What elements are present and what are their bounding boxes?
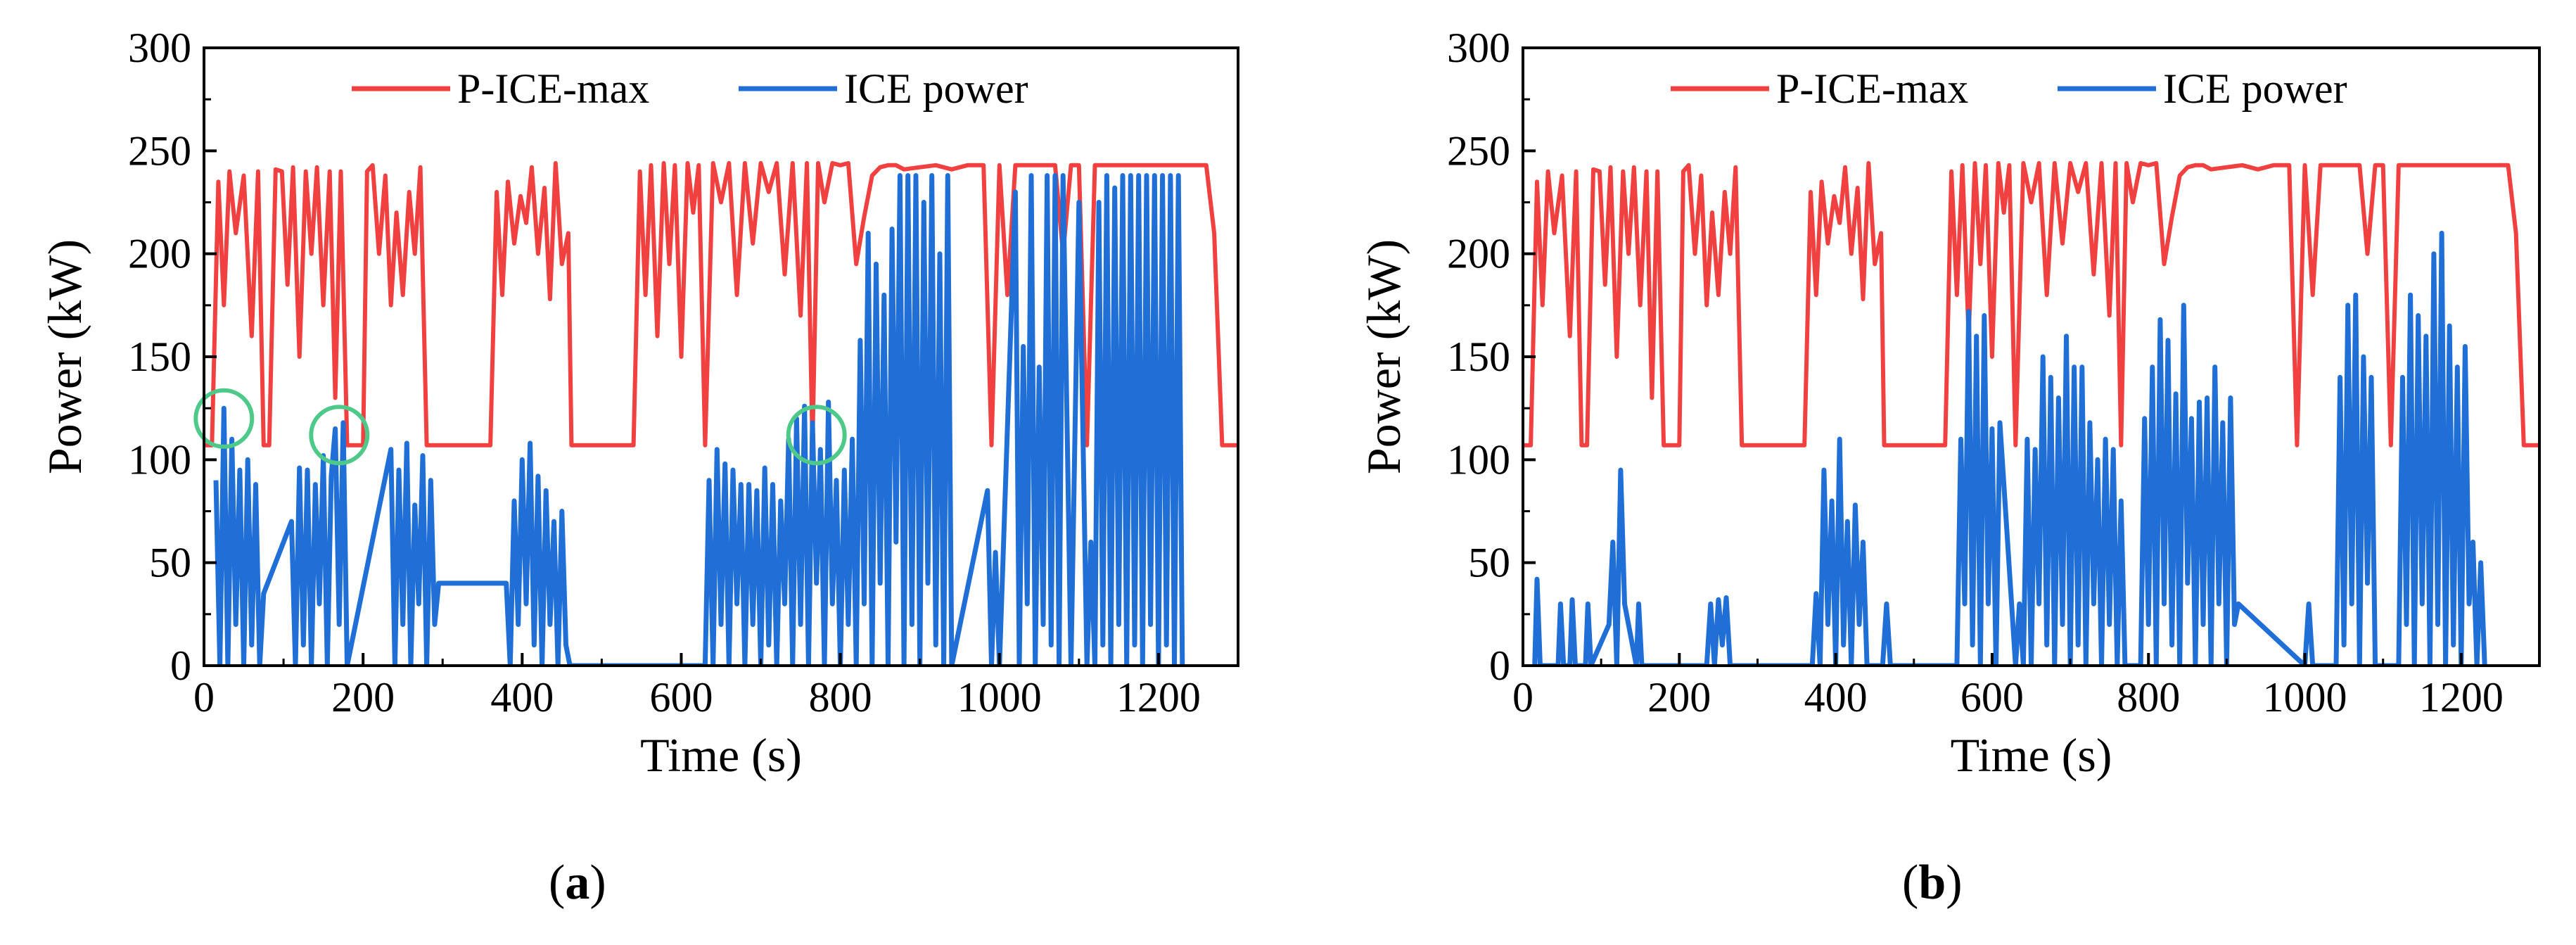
legend-item-ice-power: ICE power xyxy=(739,65,1028,112)
legend-label: P-ICE-max xyxy=(1776,65,1968,112)
series-line-ice-power xyxy=(1532,230,2487,666)
x-tick-label: 600 xyxy=(1960,674,2024,721)
y-tick-label: 200 xyxy=(128,231,191,277)
y-tick-label: 100 xyxy=(1447,436,1510,483)
y-tick-label: 100 xyxy=(128,436,191,483)
legend-item-ice-power: ICE power xyxy=(2058,65,2347,112)
x-tick-label: 800 xyxy=(2117,674,2180,721)
y-tick-label: 250 xyxy=(128,127,191,174)
y-axis-title: Power (kW) xyxy=(38,239,91,474)
x-tick-label: 600 xyxy=(649,674,713,721)
legend-label: ICE power xyxy=(2163,65,2347,112)
y-tick-label: 150 xyxy=(128,334,191,380)
y-tick-label: 300 xyxy=(128,25,191,71)
chart-panel-b: 0 200 400 600 800 1000 1200 0 50 100 150 200 250 300 T… xyxy=(1357,25,2541,782)
panel-label-b: (b) xyxy=(1902,856,1963,910)
y-tick-label: 150 xyxy=(1447,334,1510,380)
highlight-circle-2 xyxy=(309,405,370,466)
x-axis-title: Time (s) xyxy=(1951,728,2112,782)
series-line-p-ice-max xyxy=(204,160,1238,448)
y-tick-label: 250 xyxy=(1447,127,1510,174)
chart-panel-a: 0 200 400 600 800 1000 1200 0 50 100 150 200 250 300 T… xyxy=(38,25,1239,782)
y-axis-title: Power (kW) xyxy=(1357,239,1410,474)
y-tick-label: 300 xyxy=(1447,25,1510,71)
panel-label-a: (a) xyxy=(549,856,606,910)
legend-label: P-ICE-max xyxy=(457,65,649,112)
x-tick-label: 1000 xyxy=(2263,674,2347,721)
y-tick-label: 200 xyxy=(1447,231,1510,277)
legend-item-p-ice-max: P-ICE-max xyxy=(352,65,649,112)
x-tick-label: 200 xyxy=(1647,674,1711,721)
x-tick-label: 1000 xyxy=(957,674,1042,721)
x-tick-label: 200 xyxy=(331,674,395,721)
highlight-circle-3 xyxy=(786,405,847,466)
x-tick-label: 400 xyxy=(1804,674,1868,721)
series-line-p-ice-max xyxy=(1523,160,2539,448)
y-tick-label: 50 xyxy=(149,540,191,586)
x-tick-label: 400 xyxy=(490,674,554,721)
legend-label: ICE power xyxy=(844,65,1028,112)
series-line-ice-power xyxy=(213,173,1185,666)
x-tick-label: 1200 xyxy=(1116,674,1201,721)
x-tick-label: 0 xyxy=(193,674,215,721)
x-tick-label: 1200 xyxy=(2419,674,2504,721)
legend-item-p-ice-max: P-ICE-max xyxy=(1671,65,1968,112)
y-tick-label: 0 xyxy=(1489,642,1510,689)
x-tick-label: 0 xyxy=(1512,674,1534,721)
y-tick-label: 50 xyxy=(1468,540,1510,586)
y-tick-label: 0 xyxy=(170,642,191,689)
highlight-circle-1 xyxy=(193,388,255,449)
x-tick-label: 800 xyxy=(809,674,872,721)
x-axis-title: Time (s) xyxy=(640,728,802,782)
